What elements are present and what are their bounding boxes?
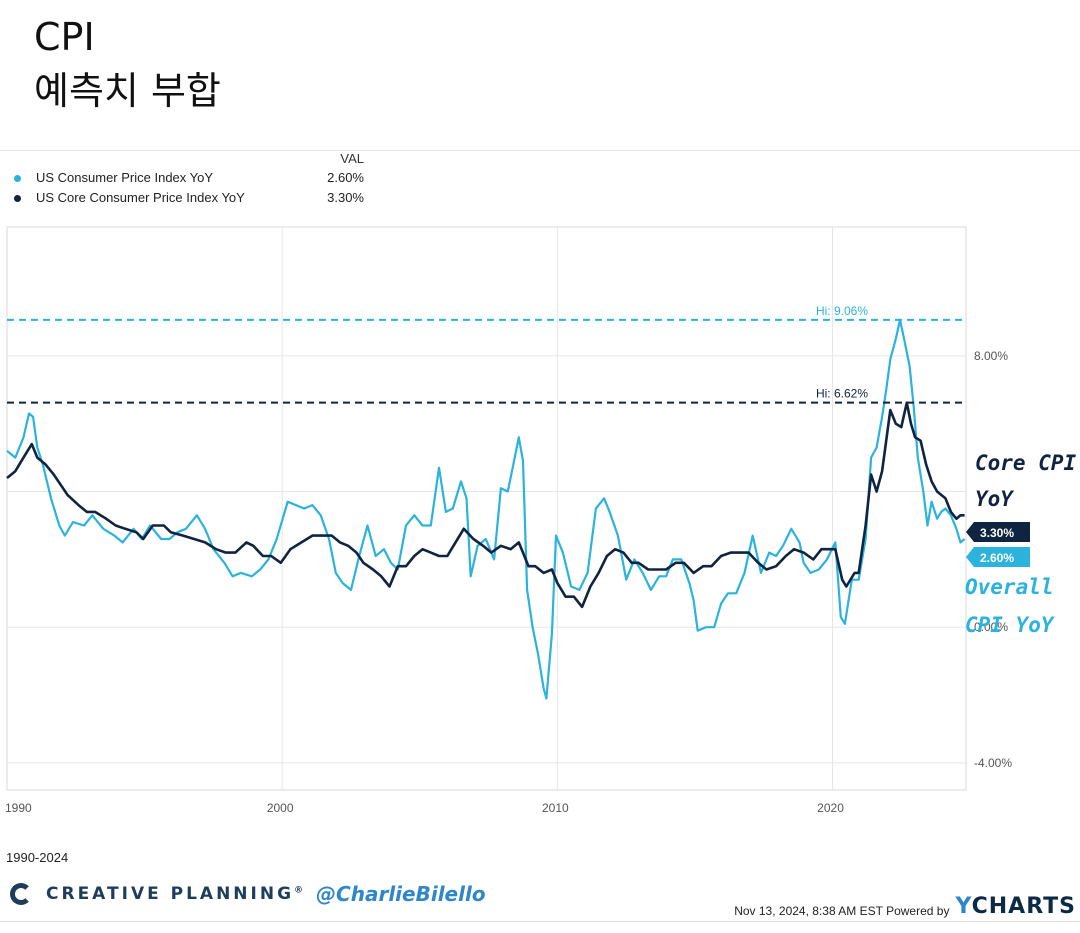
- legend-val-header: VAL: [340, 151, 364, 166]
- post-subtitle: 예측치 부합: [34, 68, 221, 113]
- hi-label: Hi: 6.62%: [816, 387, 868, 401]
- x-tick-label: 2010: [542, 801, 569, 815]
- plot-frame: [6, 226, 967, 791]
- post-title-block: CPI 예측치 부합: [34, 15, 221, 113]
- series-line-cpi: [6, 318, 966, 700]
- author-handle[interactable]: @CharlieBilello: [316, 882, 486, 906]
- legend-item-cpi[interactable]: US Consumer Price Index YoY 2.60%: [12, 168, 372, 188]
- date-range-label: 1990-2024: [6, 850, 69, 865]
- y-tick-label: 0.00%: [974, 620, 1008, 634]
- x-tick-label: 2000: [267, 801, 294, 815]
- end-value-tag: [966, 522, 1030, 542]
- chart-grid: [6, 226, 967, 791]
- chart-overlays: Hi: 9.06% Hi: 6.62% 3.30% 2.60% Core CPI YoY O…: [7, 304, 1077, 637]
- brand-name: CREATIVE PLANNING®: [46, 884, 307, 904]
- legend-dot-cpi: [14, 175, 21, 182]
- timestamp-text: Nov 13, 2024, 8:38 AM EST Powered by: [734, 904, 950, 918]
- legend-value: 2.60%: [327, 170, 364, 185]
- legend-dot-core-cpi: [14, 195, 21, 202]
- chart-series: [6, 318, 966, 700]
- end-value-tag: [966, 547, 1030, 567]
- creative-planning-logo-icon: [10, 883, 32, 905]
- series-annotation: CPI YoY: [965, 613, 1055, 637]
- x-tick-label: 2020: [817, 801, 844, 815]
- y-tick-label: 8.00%: [974, 349, 1008, 363]
- end-value-label: 2.60%: [980, 551, 1014, 565]
- brand-footer: CREATIVE PLANNING® @CharlieBilello: [10, 876, 486, 912]
- ycharts-logo[interactable]: YCHARTS: [955, 894, 1076, 919]
- legend-item-core-cpi[interactable]: US Core Consumer Price Index YoY 3.30%: [12, 188, 372, 208]
- chart-timestamp: Nov 13, 2024, 8:38 AM EST Powered by YCH…: [734, 894, 1076, 919]
- series-line-core-cpi: [6, 401, 965, 609]
- chart-legend: VAL US Consumer Price Index YoY 2.60% US…: [12, 150, 372, 208]
- chart-ticks: 1990 2000 2010 2020 8.00% 0.00% -4.00%: [5, 349, 1012, 815]
- post-title: CPI: [34, 15, 95, 59]
- hi-label: Hi: 9.06%: [816, 304, 868, 318]
- series-annotation: YoY: [975, 487, 1014, 511]
- divider: [0, 150, 1080, 151]
- divider-bottom: [0, 921, 1080, 922]
- series-annotation: Core CPI: [975, 451, 1077, 475]
- end-value-label: 3.30%: [980, 526, 1014, 540]
- series-annotation: Overall: [965, 575, 1054, 599]
- legend-name: US Core Consumer Price Index YoY: [36, 190, 245, 205]
- x-tick-label: 1990: [5, 801, 32, 815]
- legend-value: 3.30%: [327, 190, 364, 205]
- y-tick-label: -4.00%: [974, 756, 1012, 770]
- legend-name: US Consumer Price Index YoY: [36, 170, 214, 185]
